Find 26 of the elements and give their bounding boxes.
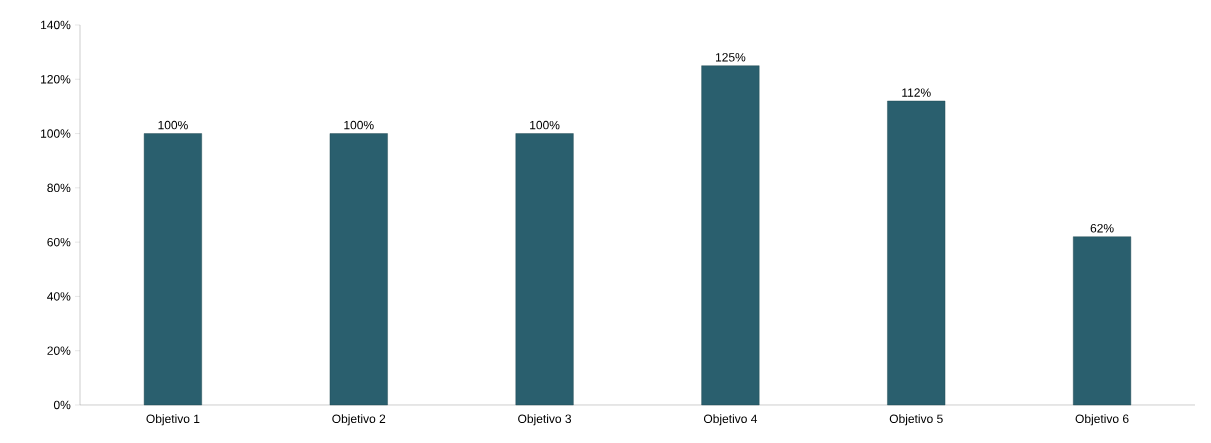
bar	[143, 133, 202, 406]
y-tick-label: 100%	[41, 129, 71, 138]
bar	[1073, 236, 1132, 406]
x-tick-label: Objetivo 5	[889, 414, 943, 426]
y-tick-label: 40%	[47, 292, 71, 301]
data-label: 100%	[530, 120, 560, 130]
y-tick-label: 120%	[41, 75, 71, 84]
y-tick-label: 60%	[47, 237, 71, 247]
y-tick-label: 80%	[47, 183, 71, 193]
bar	[329, 133, 388, 406]
data-label: 112%	[902, 88, 931, 97]
data-label: 62%	[1090, 224, 1114, 233]
x-tick-label: Objetivo 2	[332, 414, 386, 426]
x-tick-label: Objetivo 6	[1075, 414, 1129, 426]
y-tick-label: 0%	[53, 400, 71, 410]
bar	[887, 100, 946, 406]
y-tick-label: 140%	[41, 20, 71, 30]
x-tick-label: Objetivo 1	[146, 414, 200, 426]
bar	[701, 65, 760, 406]
data-label: 125%	[715, 53, 746, 62]
x-tick-label: Objetivo 3	[518, 414, 572, 426]
x-tick-label: Objetivo 4	[703, 414, 758, 426]
data-label: 100%	[344, 120, 374, 130]
data-label: 100%	[158, 120, 188, 130]
y-tick-label: 20%	[47, 346, 71, 355]
bar	[515, 133, 574, 406]
